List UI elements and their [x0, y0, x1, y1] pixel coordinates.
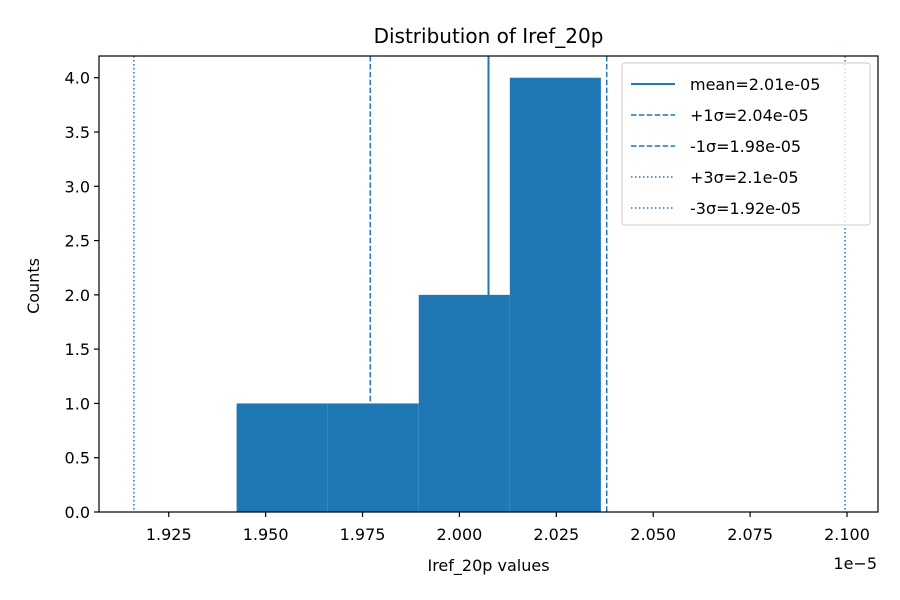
bars-layer	[236, 77, 601, 512]
x-tick-label: 2.075	[727, 525, 773, 544]
legend-label-4: -3σ=1.92e-05	[690, 199, 801, 218]
legend-label-1: +1σ=2.04e-05	[690, 106, 809, 125]
legend-box	[621, 62, 871, 226]
x-axis-title: Iref_20p values	[427, 556, 549, 576]
y-tick-label: 2.5	[65, 232, 90, 251]
y-tick-label: 2.0	[65, 286, 90, 305]
x-tick-label: 1.950	[243, 525, 289, 544]
plot-frame	[98, 55, 879, 513]
y-tick-label: 0.0	[65, 503, 90, 522]
y-tick-label: 3.0	[65, 177, 90, 196]
y-tick-label: 0.5	[65, 449, 90, 468]
legend: mean=2.01e-05 +1σ=2.04e-05 -1σ=1.98e-05 +3σ…	[621, 62, 871, 226]
x-tick-label: 2.050	[630, 525, 676, 544]
y-tick-label: 3.5	[65, 123, 90, 142]
histogram-bar-1	[327, 403, 419, 512]
histogram-bar-0	[236, 403, 328, 512]
y-tick-label: 4.0	[65, 69, 90, 88]
legend-label-2: -1σ=1.98e-05	[690, 137, 801, 156]
x-tick-label: 1.925	[146, 525, 192, 544]
x-tick-label: 2.100	[824, 525, 870, 544]
x-tick-label: 1.975	[340, 525, 386, 544]
x-axis-offset-label: 1e−5	[833, 554, 877, 573]
y-tick-label: 1.5	[65, 340, 90, 359]
histogram-bar-2	[418, 294, 510, 512]
y-tick-label: 1.0	[65, 394, 90, 413]
axes-layer: 1.925 1.950 1.975 2.000 2.025 2.050 2.075 2.100…	[65, 55, 879, 544]
histogram-bar-3	[509, 77, 601, 512]
chart-title: Distribution of Iref_20p	[374, 24, 604, 48]
x-tick-label: 2.000	[437, 525, 483, 544]
y-axis-title: Counts	[24, 258, 43, 314]
legend-label-0: mean=2.01e-05	[690, 75, 820, 94]
legend-label-3: +3σ=2.1e-05	[690, 168, 799, 187]
x-tick-label: 2.025	[533, 525, 579, 544]
